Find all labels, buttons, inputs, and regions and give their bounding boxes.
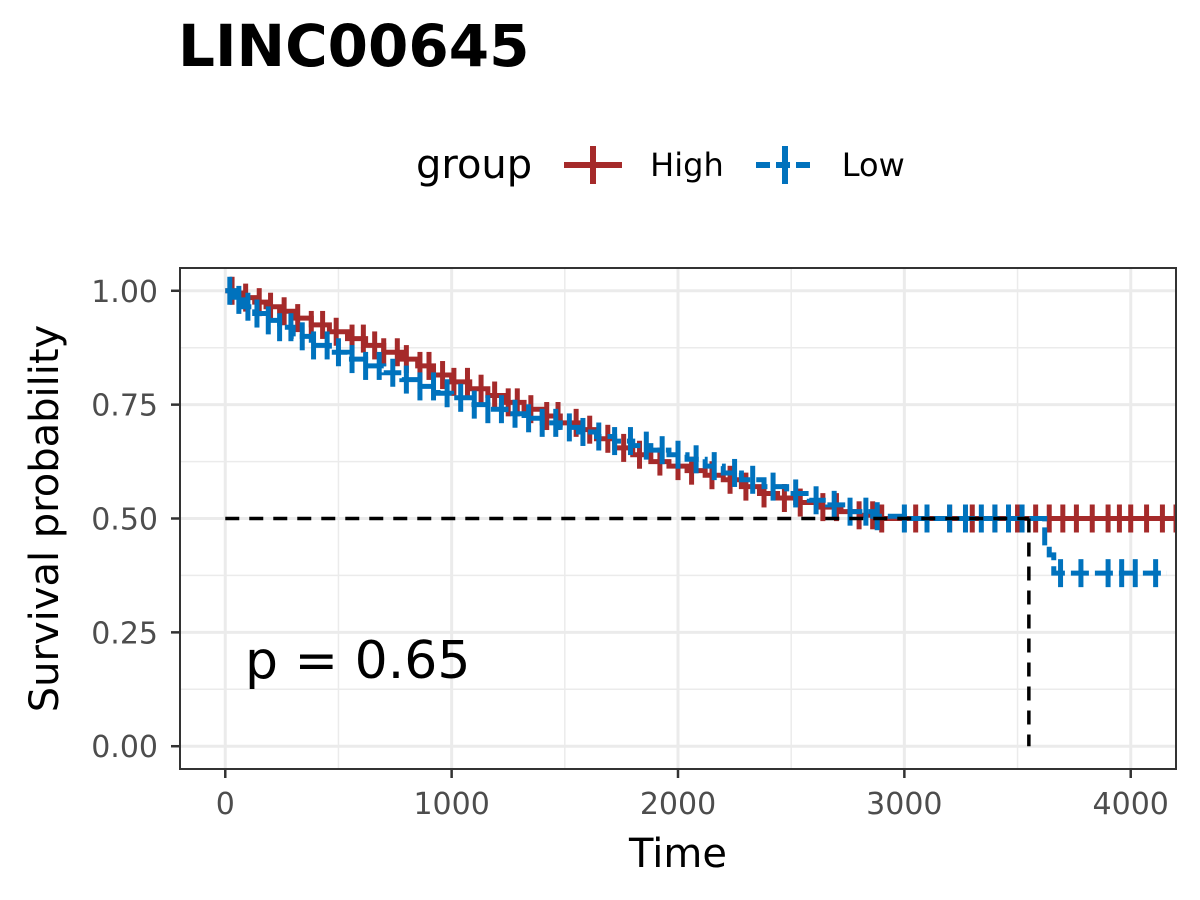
legend-label-low: Low bbox=[841, 146, 905, 184]
x-tick-label: 1000 bbox=[413, 787, 489, 822]
km-curve-low bbox=[225, 288, 1167, 576]
p-value-annotation: p = 0.65 bbox=[245, 631, 470, 691]
x-axis-title: Time bbox=[628, 831, 727, 877]
legend-label-high: High bbox=[650, 146, 724, 184]
x-tick-label: 0 bbox=[216, 787, 235, 822]
legend: group High Low bbox=[416, 138, 935, 192]
legend-key-low bbox=[755, 146, 814, 184]
chart-title: LINC00645 bbox=[178, 12, 530, 80]
y-tick-label: 0.75 bbox=[91, 389, 158, 424]
plot-area bbox=[225, 276, 1176, 747]
x-tick-label: 4000 bbox=[1093, 787, 1169, 822]
legend-title: group bbox=[416, 142, 533, 188]
y-tick-label: 1.00 bbox=[91, 275, 158, 310]
y-tick-label: 0.50 bbox=[91, 503, 158, 538]
legend-key-high bbox=[564, 146, 623, 184]
y-axis-title: Survival probability bbox=[22, 325, 68, 712]
y-tick-label: 0.25 bbox=[91, 616, 158, 651]
x-tick-label: 3000 bbox=[866, 787, 942, 822]
x-tick-label: 2000 bbox=[640, 787, 716, 822]
y-tick-label: 0.00 bbox=[91, 730, 158, 765]
